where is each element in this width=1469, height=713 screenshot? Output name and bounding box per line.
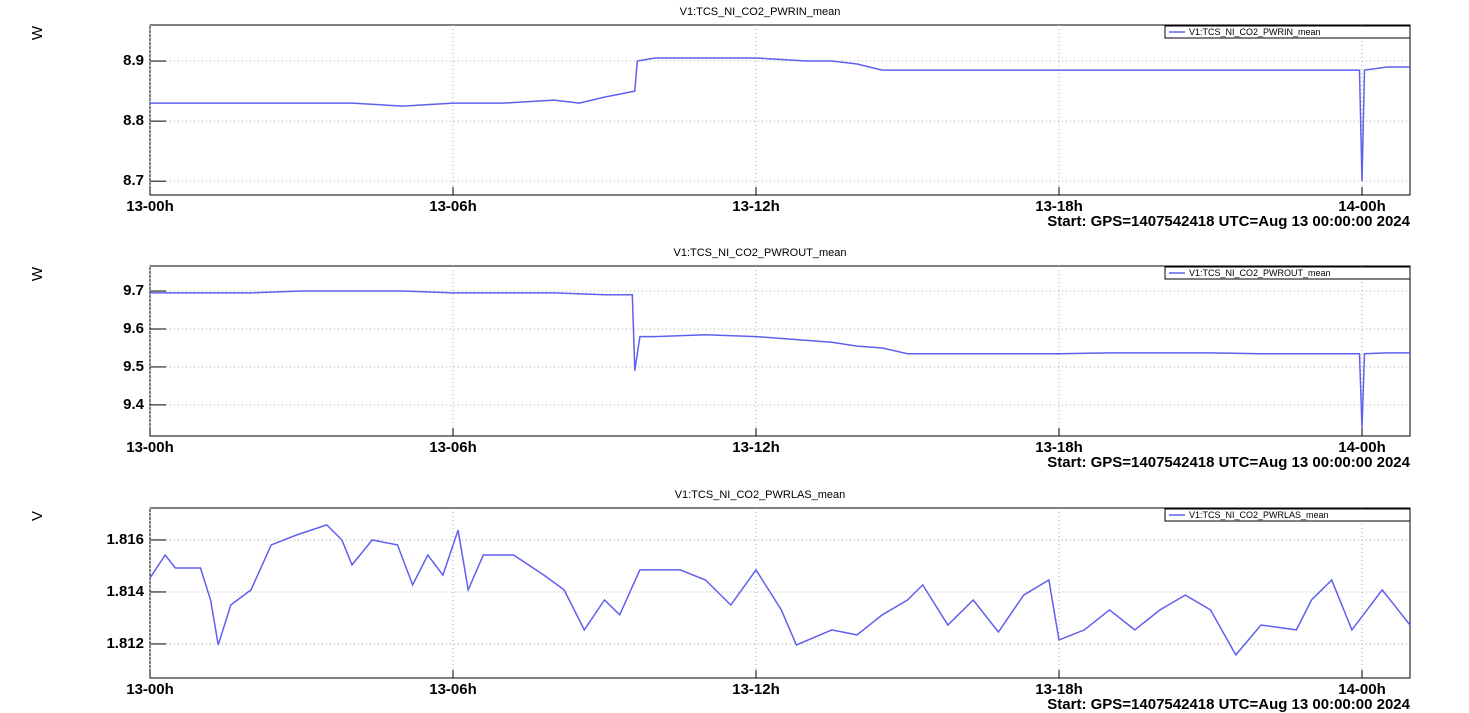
x-tick-label: 14-00h (1338, 439, 1386, 456)
legend-label: V1:TCS_NI_CO2_PWROUT_mean (1189, 268, 1331, 278)
y-tick-label: 9.7 (123, 282, 144, 299)
x-tick-label: 13-12h (732, 198, 780, 215)
x-tick-label: 13-12h (732, 439, 780, 456)
y-tick-label: 8.8 (123, 112, 144, 129)
plot-frame (149, 507, 1411, 679)
y-tick-label: 1.812 (106, 635, 144, 652)
y-tick-label: 9.4 (123, 396, 145, 413)
y-tick-label: 8.7 (123, 172, 144, 189)
data-line (150, 290, 1410, 428)
data-line (149, 524, 1411, 657)
x-tick-label: 13-18h (1035, 198, 1083, 215)
start-note: Start: GPS=1407542418 UTC=Aug 13 00:00:0… (1047, 213, 1410, 230)
y-tick-label: 1.816 (106, 531, 144, 548)
data-line (150, 57, 1410, 182)
y-axis-label: W (29, 266, 46, 281)
x-tick-label: 13-18h (1035, 439, 1083, 456)
y-tick-label: 9.6 (123, 320, 144, 337)
y-tick-label: 1.814 (106, 583, 144, 600)
y-axis-label: V (29, 511, 46, 521)
x-tick-label: 13-06h (429, 198, 477, 215)
x-tick-label: 14-00h (1338, 681, 1386, 698)
plot-frame (149, 24, 1411, 196)
chart-title: V1:TCS_NI_CO2_PWROUT_mean (674, 247, 847, 259)
legend-box (1164, 25, 1411, 39)
x-tick-label: 13-00h (126, 439, 174, 456)
y-tick-label: 9.5 (123, 358, 144, 375)
start-note: Start: GPS=1407542418 UTC=Aug 13 00:00:0… (1047, 696, 1410, 713)
x-tick-label: 14-00h (1338, 198, 1386, 215)
start-note: Start: GPS=1407542418 UTC=Aug 13 00:00:0… (1047, 454, 1410, 471)
x-tick-label: 13-18h (1035, 681, 1083, 698)
x-tick-label: 13-12h (732, 681, 780, 698)
legend-label: V1:TCS_NI_CO2_PWRLAS_mean (1189, 510, 1329, 520)
legend-box (1164, 508, 1411, 522)
legend-box (1164, 266, 1411, 280)
chart-title: V1:TCS_NI_CO2_PWRIN_mean (680, 6, 841, 18)
x-tick-label: 13-06h (429, 681, 477, 698)
x-tick-label: 13-00h (126, 198, 174, 215)
y-tick-label: 8.9 (123, 52, 144, 69)
x-tick-label: 13-00h (126, 681, 174, 698)
y-axis-label: W (29, 25, 46, 40)
x-tick-label: 13-06h (429, 439, 477, 456)
chart-title: V1:TCS_NI_CO2_PWRLAS_mean (675, 489, 846, 501)
legend-label: V1:TCS_NI_CO2_PWRIN_mean (1189, 27, 1321, 37)
